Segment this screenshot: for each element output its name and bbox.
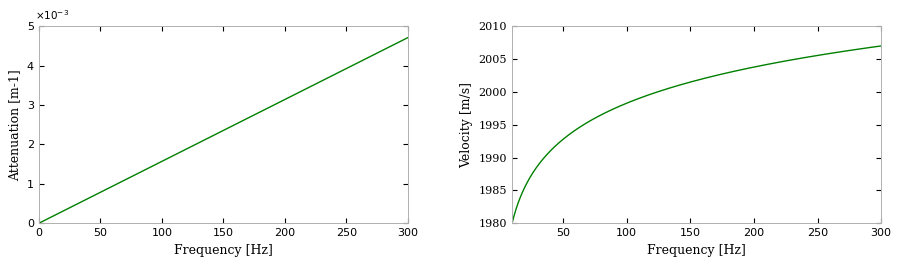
Y-axis label: Velocity [m/s]: Velocity [m/s]	[460, 82, 473, 168]
Text: $\times 10^{-3}$: $\times 10^{-3}$	[35, 8, 69, 22]
X-axis label: Frequency [Hz]: Frequency [Hz]	[174, 244, 273, 257]
X-axis label: Frequency [Hz]: Frequency [Hz]	[647, 244, 746, 257]
Y-axis label: Attenuation [m-1]: Attenuation [m-1]	[8, 69, 22, 181]
